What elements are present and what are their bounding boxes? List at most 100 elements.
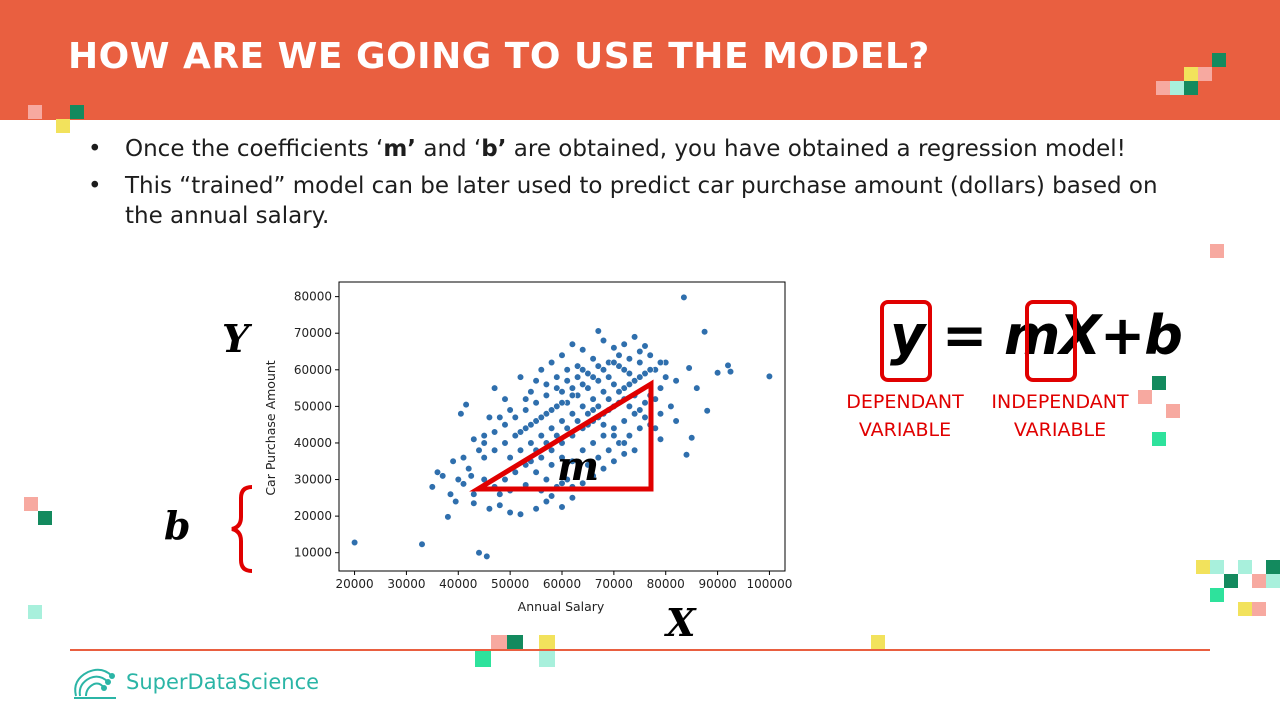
scatter-point xyxy=(433,468,442,476)
scatter-point xyxy=(726,367,735,376)
y-tick-label: 60000 xyxy=(294,363,332,377)
scatter-point xyxy=(589,439,597,447)
scatter-point xyxy=(620,439,628,447)
y-tick-label: 80000 xyxy=(294,290,332,304)
x-tick-label: 70000 xyxy=(595,577,633,591)
scatter-point xyxy=(558,417,566,425)
scatter-point xyxy=(470,435,478,443)
scatter-point xyxy=(574,373,582,381)
scatter-point xyxy=(599,366,608,374)
scatter-point xyxy=(568,384,577,392)
scatter-point xyxy=(589,472,597,480)
scatter-point xyxy=(584,410,592,418)
scatter-point xyxy=(475,446,483,454)
scatter-point xyxy=(467,472,475,480)
brand-name: SuperDataScience xyxy=(126,670,320,694)
x-tick-label: 90000 xyxy=(698,577,736,591)
brand-logo-icon xyxy=(74,668,116,699)
scatter-point xyxy=(558,454,566,462)
scatter-point xyxy=(548,424,556,432)
scatter-point xyxy=(527,439,535,447)
scatter-point xyxy=(491,384,499,392)
scatter-point xyxy=(501,475,509,484)
scatter-point xyxy=(350,538,359,547)
scatter-point xyxy=(631,446,639,454)
scatter-point xyxy=(625,432,634,440)
title-banner: HOW ARE WE GOING TO USE THE MODEL? xyxy=(0,0,1280,120)
regression-equation: y = mX+b xyxy=(890,304,1183,367)
scatter-point xyxy=(568,340,577,348)
scatter-point xyxy=(599,388,608,396)
scatter-point xyxy=(636,373,644,381)
scatter-point xyxy=(625,355,634,363)
scatter-point xyxy=(548,492,556,500)
scatter-point xyxy=(579,446,587,454)
scatter-point xyxy=(584,369,592,378)
scatter-point xyxy=(656,435,665,443)
scatter-point xyxy=(574,362,582,370)
scatter-point xyxy=(459,480,468,488)
scatter-point xyxy=(558,503,566,511)
scatter-point xyxy=(615,351,623,359)
scatter-point xyxy=(452,497,460,506)
scatter-point xyxy=(599,432,608,440)
scatter-point xyxy=(483,552,491,561)
scatter-point xyxy=(532,468,540,476)
scatter-point xyxy=(703,407,711,415)
y-axis-ticks: 10000 20000 30000 40000 50000 60000 70000 80000 xyxy=(294,290,339,560)
scatter-point xyxy=(480,439,488,447)
scatter-point xyxy=(620,340,628,348)
scatter-point xyxy=(516,446,525,454)
scatter-point xyxy=(599,421,608,429)
scatter-point xyxy=(563,377,571,385)
dependant-label-line-1: DEPENDANT xyxy=(846,391,964,413)
scatter-point xyxy=(599,465,608,473)
scatter-point xyxy=(724,361,732,369)
y-tick-label: 40000 xyxy=(294,436,332,450)
dependant-highlight-box xyxy=(880,300,932,382)
scatter-point xyxy=(537,432,545,440)
bullet-text: Once the coefficients ‘ xyxy=(125,136,384,162)
scatter-point xyxy=(641,413,649,421)
scatter-point xyxy=(563,366,571,374)
scatter-point xyxy=(615,362,623,370)
scatter-point xyxy=(589,406,597,414)
x-tick-label: 50000 xyxy=(491,577,529,591)
scatter-point xyxy=(548,461,556,469)
scatter-point xyxy=(646,351,654,359)
scatter-point xyxy=(589,355,597,363)
scatter-point xyxy=(553,384,561,392)
scatter-point xyxy=(682,451,691,459)
scatter-point xyxy=(701,328,709,336)
scatter-point xyxy=(646,366,654,374)
scatter-point xyxy=(532,399,540,407)
scatter-point xyxy=(542,497,551,506)
scatter-point xyxy=(574,417,582,425)
plot-frame xyxy=(338,281,786,572)
scatter-point xyxy=(656,410,665,418)
scatter-point xyxy=(672,417,680,425)
scatter-point xyxy=(563,475,571,484)
scatter-point xyxy=(656,358,665,367)
bullet-line-2: the annual salary. xyxy=(125,203,330,229)
scatter-point xyxy=(620,450,628,458)
scatter-point xyxy=(501,395,509,403)
scatter-point xyxy=(636,347,644,356)
scatter-point xyxy=(522,395,530,403)
scatter-point xyxy=(568,457,577,465)
scatter-point xyxy=(636,358,644,367)
scatter-point xyxy=(765,372,774,380)
scatter-point xyxy=(511,432,519,440)
scatter-point xyxy=(532,417,540,425)
scatter-point xyxy=(579,380,587,388)
scatter-point xyxy=(594,327,602,335)
bullet-text: are obtained, you have obtained a regres… xyxy=(506,136,1126,162)
independant-label-line-2: VARIABLE xyxy=(1013,419,1107,441)
scatter-point xyxy=(631,410,639,418)
x-tick-label: 20000 xyxy=(335,577,373,591)
scatter-point xyxy=(579,402,587,410)
dependant-label-line-2: VARIABLE xyxy=(858,419,952,441)
scatter-point xyxy=(615,388,623,396)
scatter-point xyxy=(542,380,551,388)
scatter-point xyxy=(688,434,696,442)
